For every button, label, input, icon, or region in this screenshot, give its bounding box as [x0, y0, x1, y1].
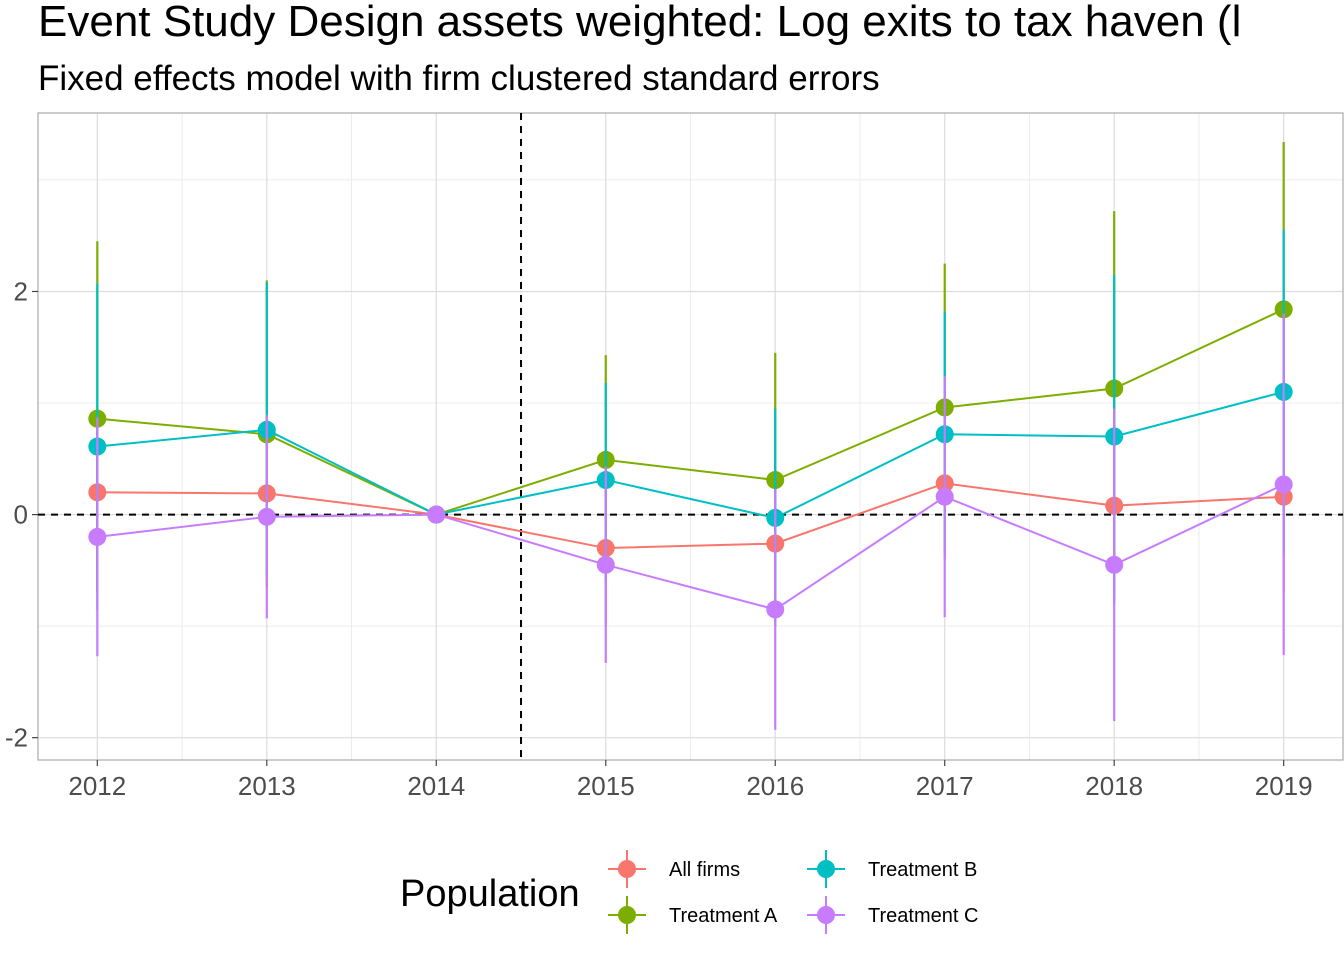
legend-key-point: [618, 906, 636, 924]
y-axis: -2 0 2: [5, 276, 38, 753]
data-point: [596, 555, 615, 574]
series-treatment-c: [88, 313, 1293, 730]
data-point: [257, 507, 276, 526]
x-tick-label: 2014: [407, 771, 465, 801]
legend-key: [608, 850, 646, 888]
panel-border: [37, 112, 1344, 761]
data-point: [427, 505, 446, 524]
data-point: [1274, 475, 1293, 494]
legend-label: Treatment A: [669, 905, 778, 927]
legend: Population All firms Treatment A Treatment…: [400, 850, 978, 934]
y-tick-label: -2: [5, 723, 28, 753]
series-line: [97, 308, 1285, 516]
series-line: [97, 390, 1284, 519]
x-tick-label: 2013: [238, 771, 296, 801]
y-tick-label: 2: [14, 276, 28, 306]
y-tick-label: 0: [14, 500, 28, 530]
legend-label: Treatment B: [868, 859, 977, 881]
data-point: [766, 600, 785, 619]
chart-subtitle: Fixed effects model with firm clustered …: [38, 59, 880, 98]
series-line: [97, 483, 1285, 611]
legend-key-point: [817, 906, 835, 924]
x-tick-label: 2012: [68, 771, 126, 801]
legend-title: Population: [400, 873, 580, 915]
data-point: [935, 487, 954, 506]
data-point: [1105, 555, 1124, 574]
x-tick-label: 2018: [1085, 771, 1143, 801]
plot-panel: [37, 112, 1344, 761]
x-tick-label: 2016: [746, 771, 804, 801]
x-tick-label: 2019: [1255, 771, 1313, 801]
legend-label: All firms: [669, 859, 740, 881]
data-point: [88, 527, 107, 546]
chart-title: Event Study Design assets weighted: Log …: [38, 0, 1241, 46]
legend-key: [807, 896, 845, 934]
series-line: [97, 482, 1284, 550]
legend-label: Treatment C: [868, 905, 978, 927]
legend-key-point: [817, 860, 835, 878]
legend-key-point: [618, 860, 636, 878]
legend-key: [807, 850, 845, 888]
x-axis: 2012 2013 2014 2015 2016 2017 2018 2019: [68, 760, 1313, 801]
x-tick-label: 2015: [577, 771, 635, 801]
legend-key: [608, 896, 646, 934]
x-tick-label: 2017: [916, 771, 974, 801]
